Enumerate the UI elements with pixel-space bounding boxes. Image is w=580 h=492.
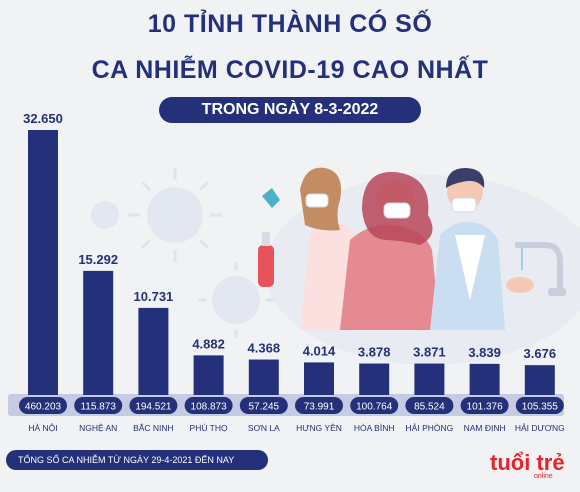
total-label-4: 57.245: [249, 402, 280, 413]
bar-value-label-3: 4.882: [192, 336, 225, 351]
bar-value-label-4: 4.368: [248, 341, 281, 356]
category-label-4: SƠN LA: [248, 423, 280, 433]
bar-value-label-7: 3.871: [413, 345, 446, 360]
logo-text: tuổi trẻ: [490, 450, 564, 475]
total-label-2: 194.521: [135, 402, 172, 413]
category-label-0: HÀ NỘI: [28, 423, 57, 433]
total-pill-3: [184, 397, 233, 414]
category-label-2: BẮC NINH: [133, 423, 174, 433]
bar-8: [469, 363, 500, 395]
virus-illustration: [91, 168, 274, 338]
title-line-2: CA NHIỄM COVID-19 CAO NHẤT: [91, 56, 489, 84]
total-pill-7: [405, 397, 454, 414]
date-label: TRONG NGÀY 8-3-2022: [159, 97, 421, 123]
total-pill-9: [515, 397, 564, 414]
total-label-0: 460.203: [25, 402, 62, 413]
category-label-7: HẢI PHÒNG: [406, 422, 454, 433]
bar-3: [193, 355, 224, 395]
category-label-3: PHÚ THỌ: [190, 423, 228, 433]
total-label-8: 101.376: [467, 402, 504, 413]
bar-value-label-0: 32.650: [23, 111, 63, 126]
total-pill-8: [460, 397, 509, 414]
bar-value-label-5: 4.014: [303, 343, 336, 358]
category-label-1: NGHỆ AN: [79, 423, 117, 433]
total-pill-5: [295, 397, 343, 414]
bar-value-label-9: 3.676: [524, 346, 557, 361]
bar-4: [248, 359, 279, 395]
bar-7: [414, 363, 445, 395]
total-label-6: 100.764: [356, 402, 393, 413]
people-illustration: [258, 167, 580, 365]
category-label-8: NAM ĐỊNH: [464, 423, 506, 433]
total-pill-0: [19, 397, 67, 414]
total-pill-4: [239, 397, 288, 414]
bar-0: [28, 130, 58, 395]
total-label-3: 108.873: [191, 402, 228, 413]
category-label-5: HƯNG YÊN: [296, 423, 342, 433]
bar-value-label-2: 10.731: [134, 289, 174, 304]
bar-value-label-8: 3.839: [468, 345, 501, 360]
bar-2: [138, 307, 169, 395]
bar-value-label-6: 3.878: [358, 345, 391, 360]
category-label-6: HÒA BÌNH: [354, 423, 395, 433]
legend-note: TỔNG SỐ CA NHIỄM TỪ NGÀY 29-4-2021 ĐẾN N…: [6, 450, 268, 470]
logo-subtext: online: [534, 473, 553, 480]
bar-9: [524, 365, 555, 395]
bar-5: [304, 362, 334, 395]
total-label-9: 105.355: [522, 402, 559, 413]
title-line-1: 10 TỈNH THÀNH CÓ SỐ: [147, 10, 433, 38]
total-label-1: 115.873: [80, 402, 116, 413]
category-label-9: HẢI DƯƠNG: [515, 422, 565, 433]
total-pill-2: [129, 397, 178, 414]
bar-value-label-1: 15.292: [78, 252, 118, 267]
total-pill-1: [74, 397, 123, 414]
total-pill-6: [350, 397, 399, 414]
total-label-5: 73.991: [304, 402, 335, 413]
bar-6: [359, 363, 390, 395]
tuoi-tre-logo: tuổi trẻ online: [490, 450, 564, 480]
bars-group: 32.650 460.203 HÀ NỘI 15.292 115.873 NGHỆ AN 1…: [19, 111, 565, 433]
bar-1: [83, 270, 114, 395]
total-label-7: 85.524: [414, 402, 445, 413]
